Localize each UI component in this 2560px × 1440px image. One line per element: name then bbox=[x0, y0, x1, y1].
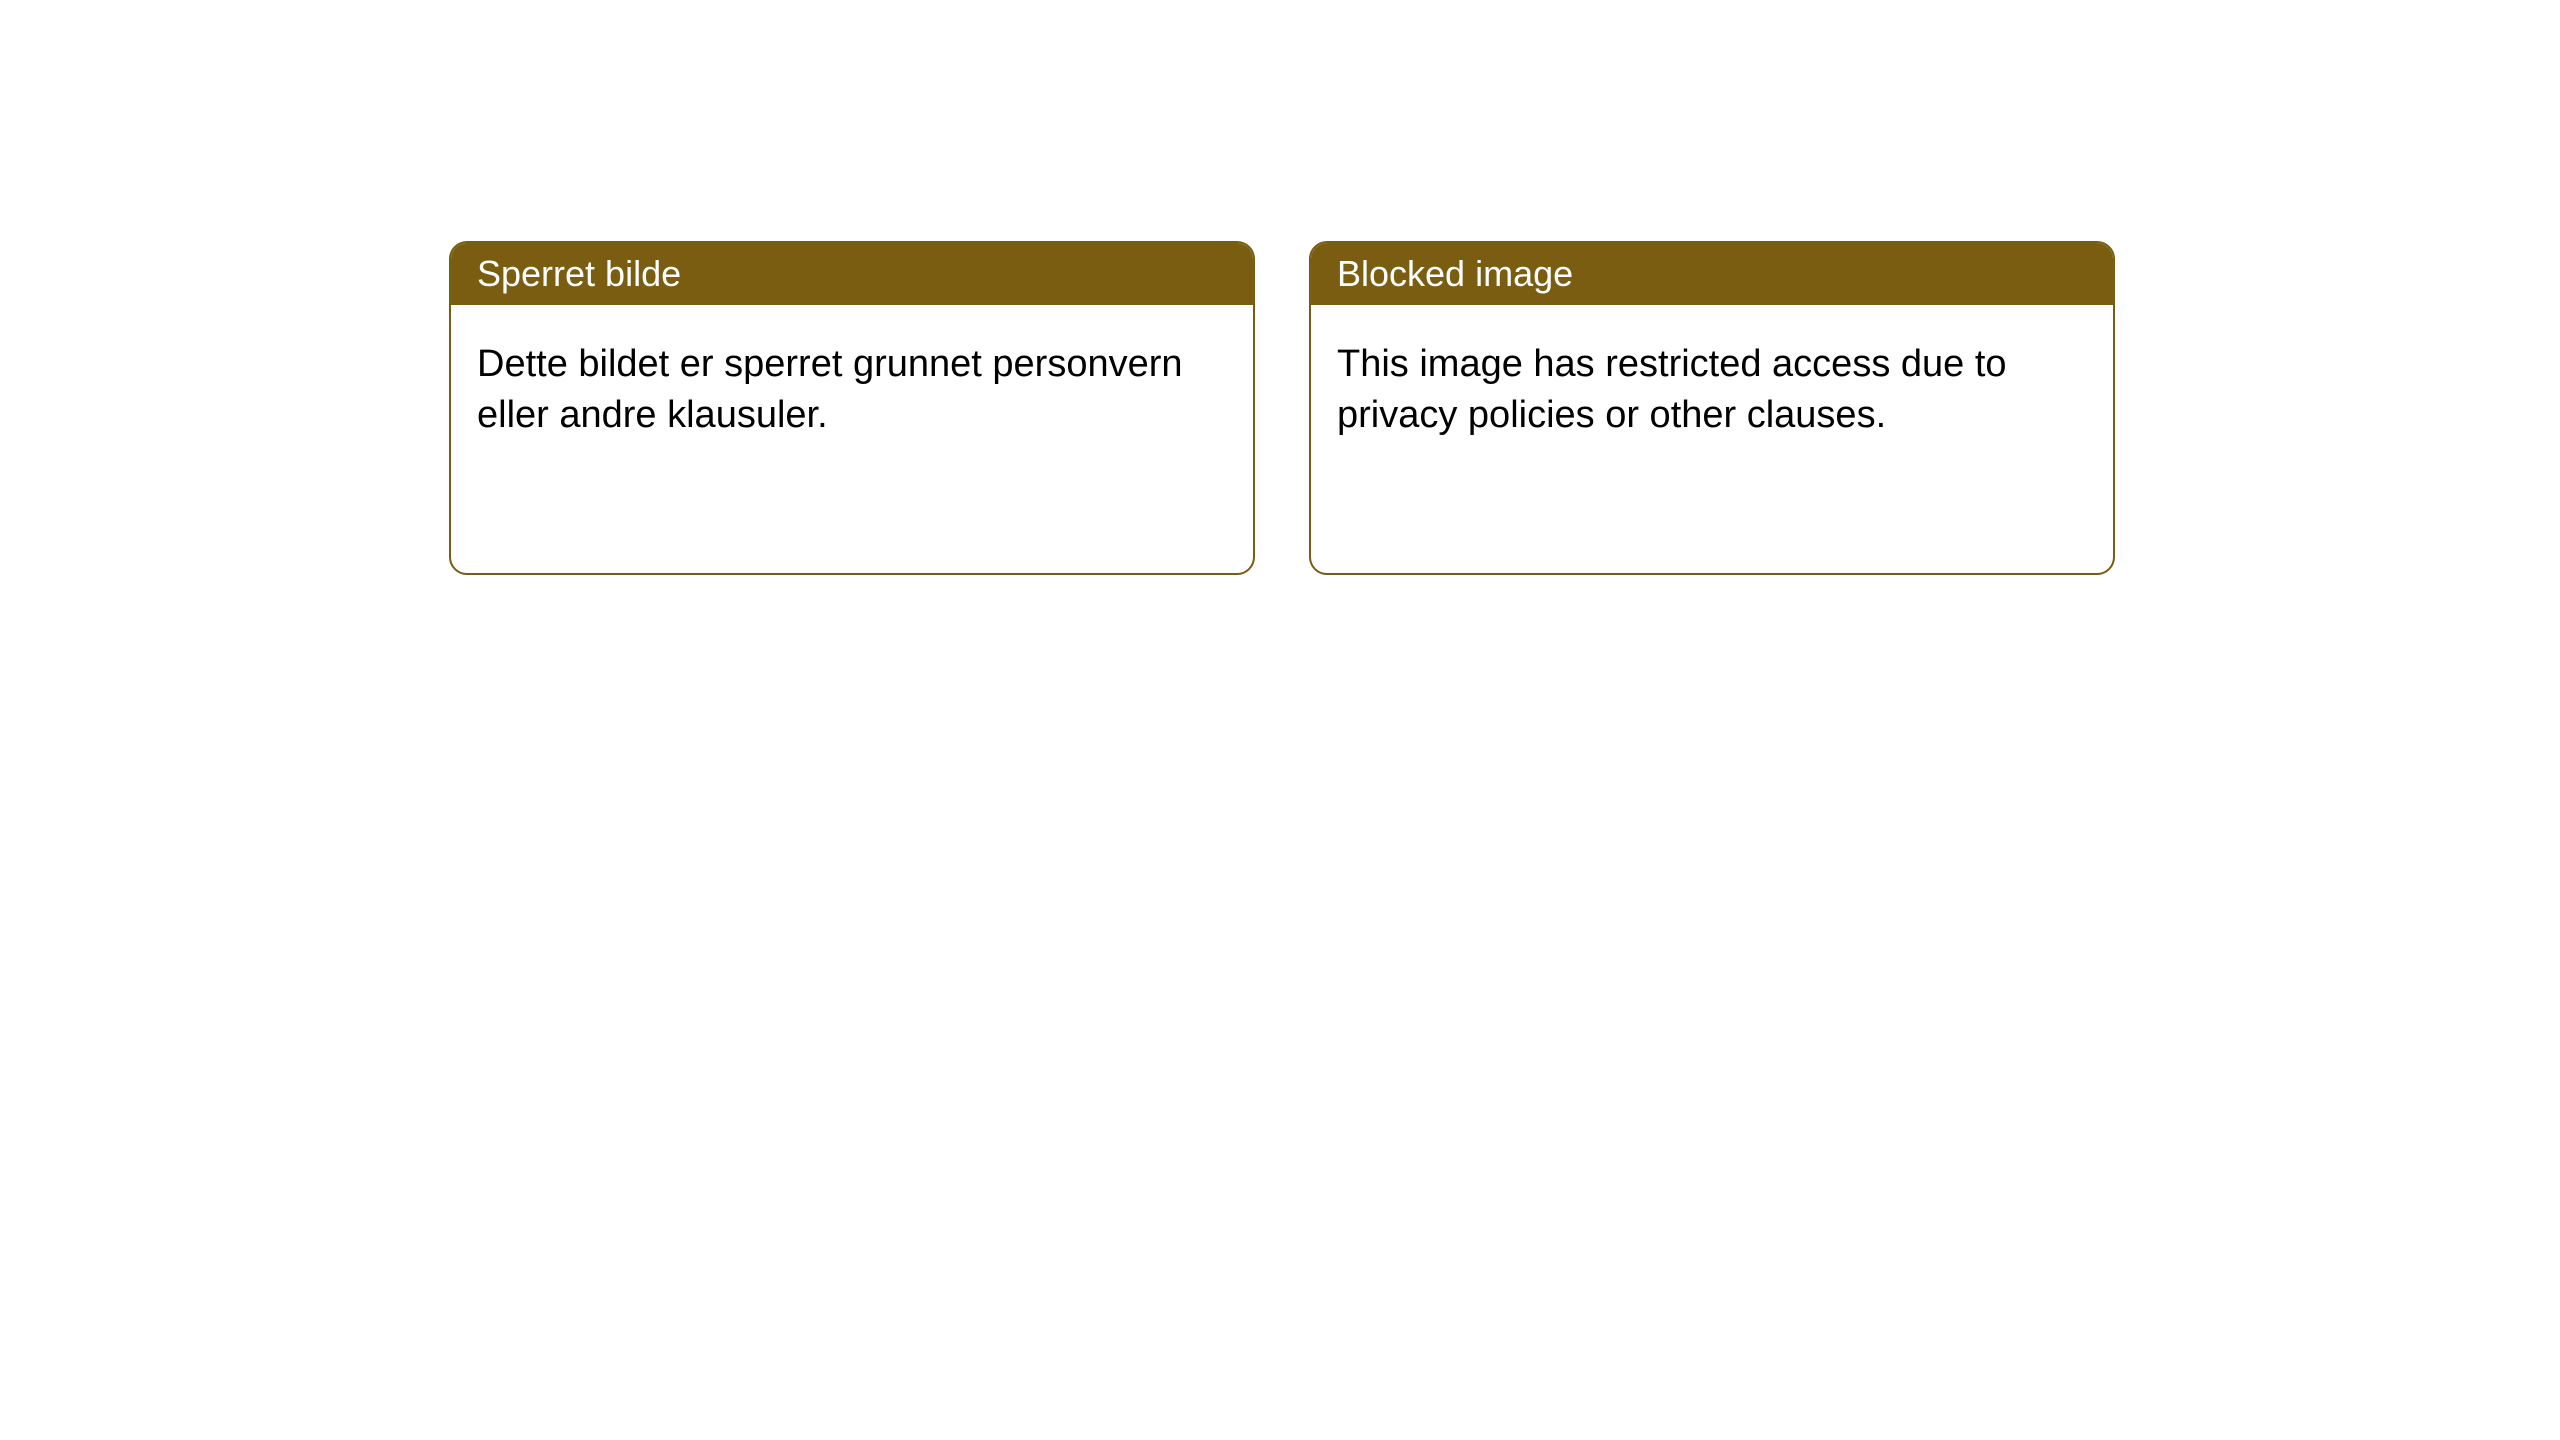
notice-container: Sperret bilde Dette bildet er sperret gr… bbox=[449, 241, 2115, 575]
notice-box-norwegian: Sperret bilde Dette bildet er sperret gr… bbox=[449, 241, 1255, 575]
notice-box-english: Blocked image This image has restricted … bbox=[1309, 241, 2115, 575]
notice-body-english: This image has restricted access due to … bbox=[1311, 305, 2113, 476]
notice-title-english: Blocked image bbox=[1311, 243, 2113, 305]
notice-body-norwegian: Dette bildet er sperret grunnet personve… bbox=[451, 305, 1253, 476]
notice-title-norwegian: Sperret bilde bbox=[451, 243, 1253, 305]
